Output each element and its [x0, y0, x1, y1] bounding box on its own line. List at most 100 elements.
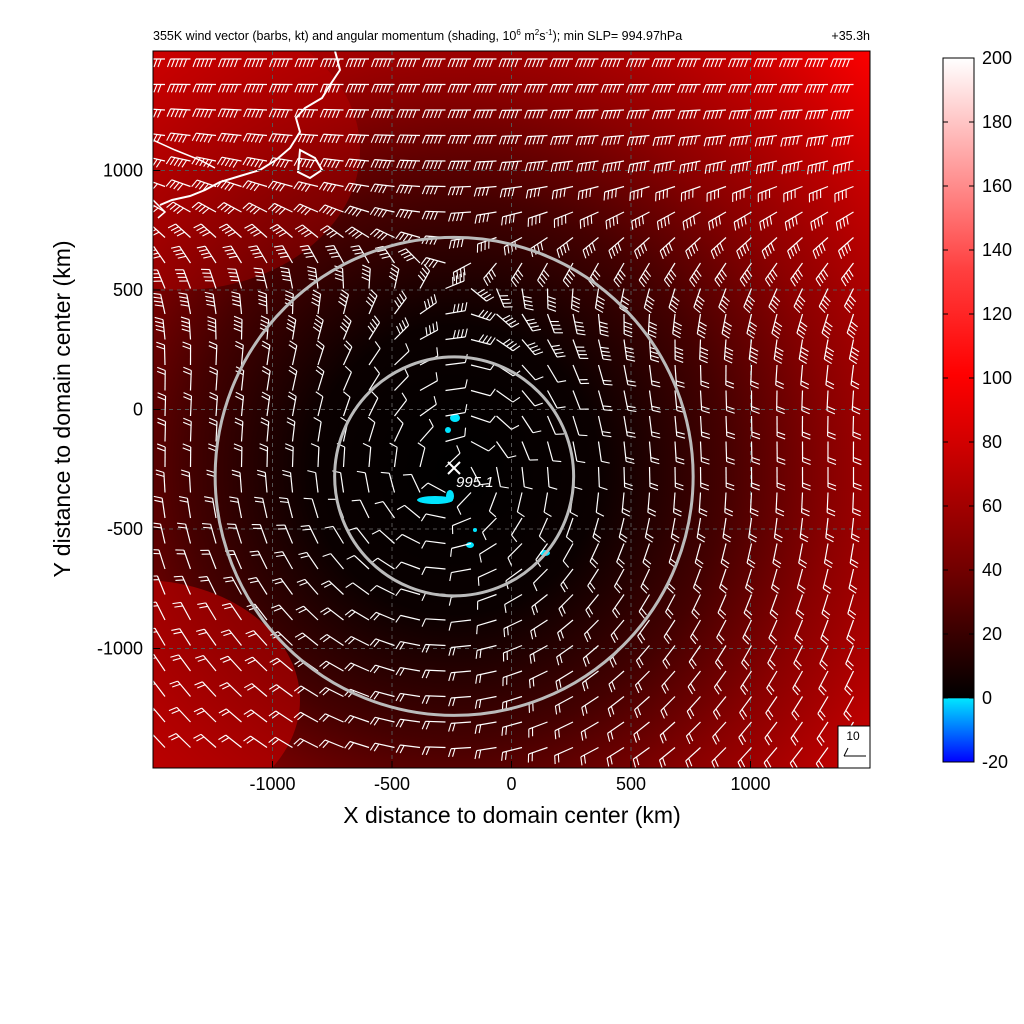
wind-barb	[204, 496, 217, 519]
wind-barb	[217, 58, 242, 68]
wind-barb	[663, 262, 677, 288]
colorbar-tick-label: 160	[982, 176, 1012, 196]
wind-barb	[449, 568, 472, 582]
wind-barb	[502, 670, 523, 687]
wind-barb	[634, 696, 650, 718]
wind-barb	[243, 735, 268, 748]
wind-barb	[651, 58, 675, 68]
wind-barb	[473, 109, 497, 119]
wind-barb	[293, 203, 319, 216]
wind-barb	[823, 543, 833, 569]
wind-barb	[738, 721, 752, 746]
wind-barb	[318, 713, 344, 723]
wind-barb	[183, 366, 192, 391]
wind-barb	[776, 415, 786, 440]
wind-barb	[740, 670, 753, 695]
wind-barb	[699, 364, 710, 389]
wind-barb	[850, 517, 860, 543]
wind-barb	[768, 619, 778, 645]
wind-barb	[800, 364, 810, 390]
wind-barb	[299, 245, 319, 264]
wind-barb	[153, 601, 166, 621]
wind-barb	[193, 707, 217, 723]
wind-barb	[597, 313, 609, 337]
wind-barb	[261, 366, 271, 391]
wind-barb	[421, 720, 446, 730]
wind-barb	[754, 134, 778, 147]
wind-barb	[581, 695, 599, 716]
wind-barb	[267, 180, 293, 192]
wind-barb	[699, 390, 711, 414]
wind-barb	[575, 109, 599, 120]
wind-barb	[582, 645, 599, 667]
wind-barb	[572, 415, 588, 437]
wind-barb	[550, 134, 574, 146]
wind-barb	[259, 443, 269, 468]
wind-barb	[580, 746, 599, 766]
wind-barb	[743, 594, 753, 620]
wind-barb	[554, 695, 574, 715]
wind-barb	[192, 58, 216, 68]
wind-barb	[521, 364, 544, 381]
wind-barb	[368, 391, 379, 417]
wind-barb	[817, 696, 829, 721]
wind-barb	[635, 645, 650, 669]
wind-barb	[799, 517, 809, 543]
wind-barb	[367, 315, 381, 340]
wind-barb	[447, 83, 472, 93]
wind-barb	[402, 473, 421, 493]
wind-barb	[448, 746, 472, 758]
wind-barb	[764, 721, 778, 746]
wind-barb	[395, 614, 421, 623]
wind-barb	[651, 109, 676, 120]
wind-barb	[825, 364, 835, 390]
wind-barb	[420, 257, 446, 269]
wind-barb	[451, 517, 472, 535]
wind-barb	[744, 568, 754, 594]
wind-barb	[153, 680, 166, 697]
wind-barb	[722, 517, 732, 543]
wind-barb	[229, 496, 243, 519]
wind-barb	[741, 645, 753, 670]
wind-barb	[315, 340, 325, 366]
y-axis-ticks: -1000 -500 0 500 1000	[97, 161, 160, 659]
wind-barb	[670, 517, 680, 543]
wind-barb	[748, 339, 759, 364]
wind-barb	[725, 415, 736, 440]
wind-barb	[196, 245, 217, 264]
wind-barb	[597, 339, 612, 361]
wind-barb	[637, 619, 650, 644]
wind-barb	[662, 645, 676, 669]
wind-barb	[623, 415, 636, 438]
x-axis-ticks: -1000 -500 0 500 1000	[249, 761, 771, 794]
wind-barb	[344, 662, 370, 672]
wind-barb	[470, 440, 496, 452]
wind-barb	[166, 83, 191, 93]
wind-barb	[319, 660, 344, 672]
wind-barb	[554, 746, 574, 765]
wind-barb	[633, 721, 650, 743]
wind-barb	[546, 364, 567, 383]
wind-barb	[153, 58, 165, 68]
wind-barb	[456, 492, 472, 515]
wind-barb	[268, 58, 293, 68]
wind-barb	[524, 83, 548, 93]
wind-barb	[764, 262, 778, 287]
wind-barb	[699, 441, 710, 465]
wind-barb	[780, 134, 803, 147]
wind-barb	[825, 517, 835, 543]
wind-barb	[474, 211, 497, 224]
colorbar-tick-label: 20	[982, 624, 1002, 644]
wind-barb	[746, 543, 756, 569]
wind-barb	[845, 645, 855, 671]
radius-circle	[213, 235, 695, 717]
wind-barb	[706, 185, 727, 202]
wind-barb	[532, 568, 548, 592]
wind-barb	[597, 441, 610, 464]
wind-barb	[553, 211, 574, 228]
wind-barb	[642, 543, 652, 569]
wind-barb	[718, 568, 728, 594]
wind-barb	[208, 341, 218, 366]
wind-barb	[394, 392, 408, 417]
wind-barb	[256, 469, 268, 493]
